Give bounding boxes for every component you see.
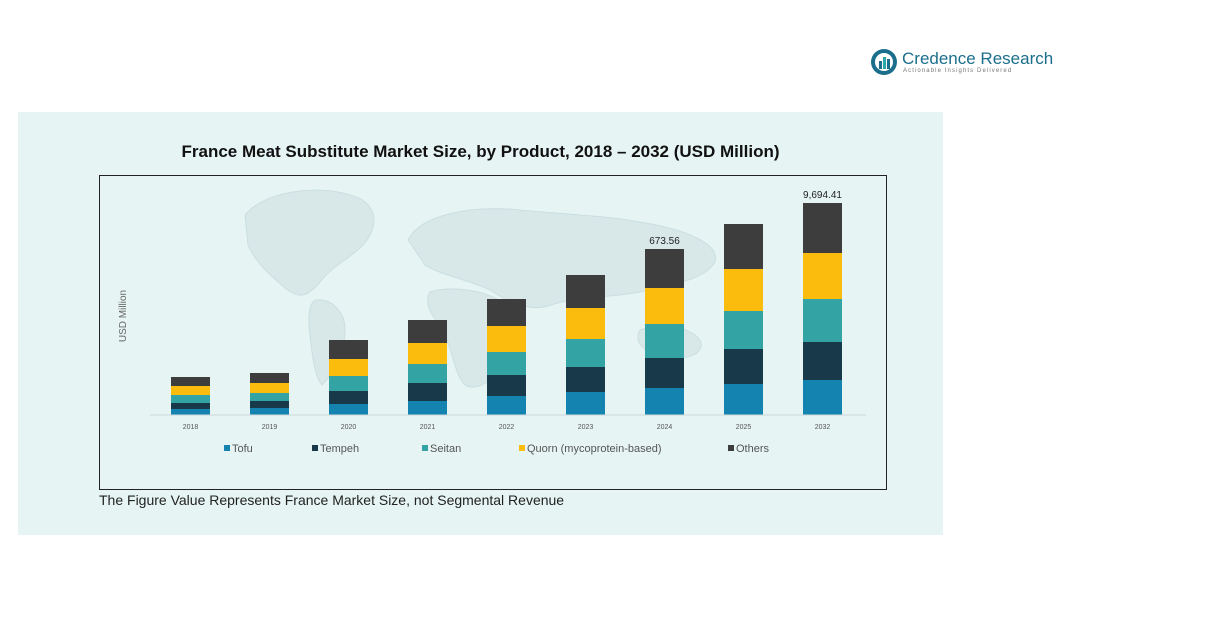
x-tick-label-2019: 2019 bbox=[262, 424, 278, 431]
bar-quorn-mycoprotein-based-2021 bbox=[408, 343, 447, 364]
data-label-2024: 673.56 bbox=[649, 236, 680, 247]
legend-label: Tofu bbox=[232, 443, 253, 455]
legend-item-others: Others bbox=[728, 443, 769, 455]
bar-seitan-2021 bbox=[408, 364, 447, 383]
bar-tempeh-2022 bbox=[487, 375, 526, 396]
bar-quorn-mycoprotein-based-2032 bbox=[803, 253, 842, 299]
bar-tofu-2024 bbox=[645, 388, 684, 415]
legend-swatch bbox=[728, 445, 734, 451]
bar-quorn-mycoprotein-based-2020 bbox=[329, 359, 368, 376]
bar-tofu-2025 bbox=[724, 384, 763, 415]
y-axis-label: USD Million bbox=[118, 290, 129, 342]
bar-tofu-2023 bbox=[566, 392, 605, 415]
x-tick-label-2025: 2025 bbox=[736, 424, 752, 431]
x-tick-labels: 2018 2019 2020 2021 2022 2023 2024 2025 2032 bbox=[183, 424, 831, 431]
bar-tempeh-2019 bbox=[250, 401, 289, 408]
data-label-2032: 9,694.41 bbox=[803, 190, 842, 201]
legend-swatch bbox=[519, 445, 525, 451]
legend-item-tofu: Tofu bbox=[224, 443, 253, 455]
bar-others-2032 bbox=[803, 203, 842, 253]
bar-quorn-mycoprotein-based-2022 bbox=[487, 326, 526, 352]
brand-logo: Credence Research Actionable Insights De… bbox=[870, 48, 1060, 80]
bar-quorn-mycoprotein-based-2024 bbox=[645, 288, 684, 324]
x-tick-label-2024: 2024 bbox=[657, 424, 673, 431]
bar-series-group bbox=[150, 203, 866, 416]
bar-seitan-2020 bbox=[329, 376, 368, 391]
bar-others-2022 bbox=[487, 299, 526, 326]
bar-seitan-2025 bbox=[724, 311, 763, 349]
x-tick-label-2018: 2018 bbox=[183, 424, 199, 431]
chart-title: France Meat Substitute Market Size, by P… bbox=[181, 142, 780, 161]
bar-others-2021 bbox=[408, 320, 447, 343]
bar-tofu-2022 bbox=[487, 396, 526, 415]
bar-quorn-mycoprotein-based-2023 bbox=[566, 308, 605, 339]
legend-item-quorn-mycoprotein-based: Quorn (mycoprotein-based) bbox=[519, 443, 662, 455]
bar-tempeh-2018 bbox=[171, 403, 210, 409]
legend-swatch bbox=[312, 445, 318, 451]
legend-label: Others bbox=[736, 443, 770, 455]
bar-tempeh-2021 bbox=[408, 383, 447, 401]
bar-quorn-mycoprotein-based-2018 bbox=[171, 386, 210, 395]
chart-frame bbox=[99, 175, 887, 490]
x-tick-label-2020: 2020 bbox=[341, 424, 357, 431]
legend-label: Seitan bbox=[430, 443, 462, 455]
bar-tofu-2021 bbox=[408, 401, 447, 415]
legend-item-tempeh: Tempeh bbox=[312, 443, 359, 455]
bar-others-2018 bbox=[171, 377, 210, 386]
bar-seitan-2024 bbox=[645, 324, 684, 358]
brand-name: Credence Research bbox=[902, 49, 1054, 68]
bar-seitan-2019 bbox=[250, 393, 289, 401]
world-map-background bbox=[244, 189, 717, 388]
bar-tofu-2018 bbox=[171, 409, 210, 415]
bar-tofu-2020 bbox=[329, 404, 368, 415]
chart-footnote: The Figure Value Represents France Marke… bbox=[99, 492, 565, 508]
bar-tofu-2032 bbox=[803, 380, 842, 415]
bar-tempeh-2025 bbox=[724, 349, 763, 384]
bar-others-2019 bbox=[250, 373, 289, 383]
bar-tempeh-2020 bbox=[329, 391, 368, 404]
bar-others-2025 bbox=[724, 224, 763, 269]
bar-tempeh-2032 bbox=[803, 342, 842, 380]
brand-tagline: Actionable Insights Delivered bbox=[903, 68, 1013, 74]
bar-others-2024 bbox=[645, 249, 684, 288]
legend-swatch bbox=[224, 445, 230, 451]
legend-label: Quorn (mycoprotein-based) bbox=[527, 443, 662, 455]
bar-others-2020 bbox=[329, 340, 368, 359]
legend-label: Tempeh bbox=[320, 443, 360, 455]
x-tick-label-2023: 2023 bbox=[578, 424, 594, 431]
legend-swatch bbox=[422, 445, 428, 451]
data-labels: 673.56 9,694.41 bbox=[649, 190, 842, 247]
brand-mark-icon bbox=[871, 49, 897, 75]
x-tick-label-2032: 2032 bbox=[815, 424, 831, 431]
bar-seitan-2023 bbox=[566, 339, 605, 367]
bar-tofu-2019 bbox=[250, 408, 289, 415]
bar-quorn-mycoprotein-based-2019 bbox=[250, 383, 289, 393]
bar-tempeh-2023 bbox=[566, 367, 605, 392]
x-tick-label-2021: 2021 bbox=[420, 424, 436, 431]
x-tick-label-2022: 2022 bbox=[499, 424, 515, 431]
bar-tempeh-2024 bbox=[645, 358, 684, 388]
bar-quorn-mycoprotein-based-2025 bbox=[724, 269, 763, 311]
bar-seitan-2022 bbox=[487, 352, 526, 375]
bar-seitan-2032 bbox=[803, 299, 842, 342]
bar-seitan-2018 bbox=[171, 395, 210, 403]
legend-item-seitan: Seitan bbox=[422, 443, 461, 455]
bar-others-2023 bbox=[566, 275, 605, 308]
